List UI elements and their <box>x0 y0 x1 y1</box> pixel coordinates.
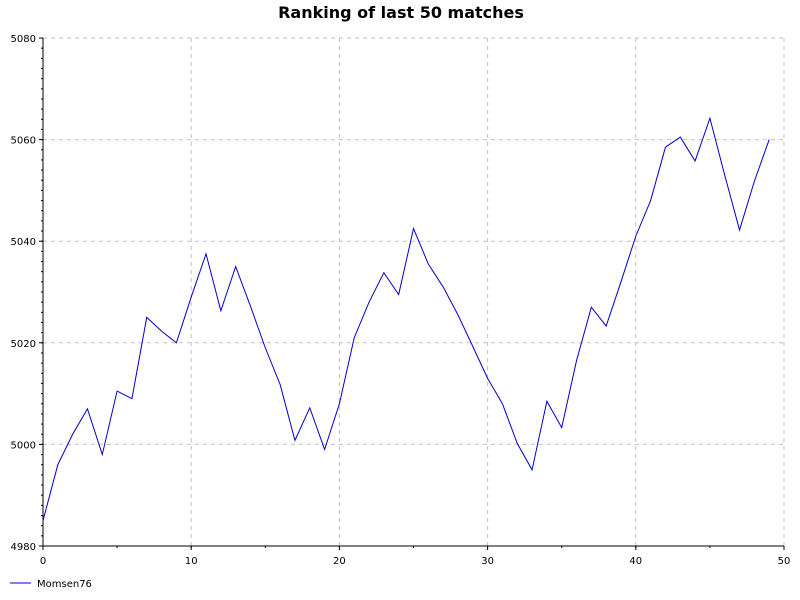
x-tick-label-50: 50 <box>778 556 791 567</box>
y-tick-label-5040: 5040 <box>11 237 36 248</box>
x-axis-ticks: 0 10 20 30 40 50 <box>40 546 791 567</box>
x-tick-label-0: 0 <box>40 556 46 567</box>
grid-lines <box>43 37 785 546</box>
y-tick-label-5080: 5080 <box>11 34 36 45</box>
y-tick-label-4980: 4980 <box>11 542 36 553</box>
series-line-momsen76 <box>42 116 770 521</box>
x-tick-label-40: 40 <box>629 556 642 567</box>
y-tick-label-5000: 5000 <box>11 440 36 451</box>
y-axis-ticks: 4980 5000 5020 5040 5060 5080 <box>11 34 43 553</box>
x-tick-label-10: 10 <box>185 556 198 567</box>
y-tick-label-5020: 5020 <box>11 339 36 350</box>
axes <box>42 38 784 547</box>
legend: Momsen76 <box>10 579 92 590</box>
x-tick-label-30: 30 <box>481 556 494 567</box>
y-tick-label-5060: 5060 <box>11 136 36 147</box>
series-layer <box>42 116 770 521</box>
chart-title: Ranking of last 50 matches <box>278 3 524 22</box>
x-tick-label-20: 20 <box>333 556 346 567</box>
legend-label-momsen76: Momsen76 <box>37 579 92 590</box>
